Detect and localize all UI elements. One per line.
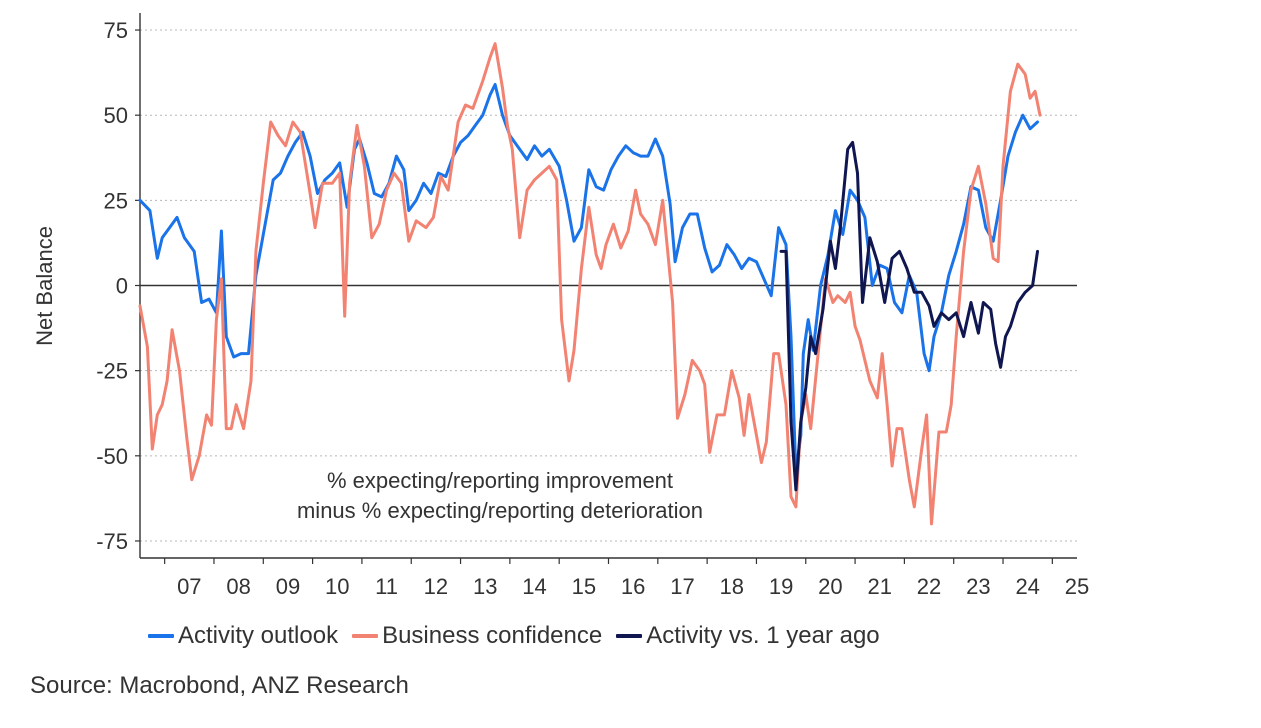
- legend-item-activity-outlook[interactable]: Activity outlook: [148, 622, 338, 650]
- x-tick-label: 24: [1015, 574, 1039, 599]
- y-tick-label: 0: [116, 274, 128, 299]
- y-tick-label: -25: [96, 359, 128, 384]
- legend-label: Business confidence: [382, 622, 603, 649]
- y-axis-title: Net Balance: [32, 226, 57, 346]
- y-tick-label: -75: [96, 529, 128, 554]
- legend: Activity outlook Business confidence Act…: [148, 622, 880, 650]
- x-tick-label: 20: [818, 574, 842, 599]
- x-tick-label: 25: [1065, 574, 1089, 599]
- y-tick-label: 75: [104, 18, 128, 43]
- x-tick-label: 07: [177, 574, 201, 599]
- y-tick-label: 25: [104, 188, 128, 213]
- annotation-line-2: minus % expecting/reporting deterioratio…: [297, 498, 703, 523]
- series-line-activity-vs-1-year-ago: [779, 140, 1039, 492]
- legend-swatch: [148, 634, 174, 638]
- x-tick-label: 13: [473, 574, 497, 599]
- x-tick-label: 18: [720, 574, 744, 599]
- x-tick-label: 15: [572, 574, 596, 599]
- y-axis: 75 50 25 0 -25 -50 -75: [96, 13, 141, 558]
- x-tick-label: 08: [226, 574, 250, 599]
- x-tick-label: 21: [867, 574, 891, 599]
- source-note: Source: Macrobond, ANZ Research: [30, 672, 409, 699]
- legend-swatch: [616, 634, 643, 638]
- chart: 75 50 25 0 -25 -50 -75 07 08 09 10 11 12 13 14 15 16 17 1…: [32, 13, 1089, 599]
- x-tick-label: 12: [424, 574, 448, 599]
- x-tick-label: 09: [276, 574, 300, 599]
- x-tick-label: 16: [621, 574, 645, 599]
- legend-swatch: [352, 634, 379, 638]
- y-tick-label: -50: [96, 444, 128, 469]
- y-tick-label: 50: [104, 103, 128, 128]
- x-axis: 07 08 09 10 11 12 13 14 15 16 17 18 19 20 21 22 23 24 25: [140, 557, 1089, 599]
- series-group: [138, 42, 1042, 526]
- x-tick-label: 10: [325, 574, 349, 599]
- legend-item-business-confidence[interactable]: Business confidence: [352, 622, 602, 650]
- x-tick-label: 19: [769, 574, 793, 599]
- legend-label: Activity outlook: [178, 622, 339, 649]
- x-tick-label: 14: [522, 574, 546, 599]
- series-line-activity-outlook: [138, 83, 1039, 475]
- annotation-line-1: % expecting/reporting improvement: [327, 468, 673, 493]
- x-tick-label: 17: [670, 574, 694, 599]
- x-tick-label: 11: [375, 574, 398, 599]
- legend-item-activity-vs-1-year-ago[interactable]: Activity vs. 1 year ago: [616, 622, 880, 650]
- x-tick-label: 23: [966, 574, 990, 599]
- x-tick-label: 22: [917, 574, 941, 599]
- legend-label: Activity vs. 1 year ago: [646, 622, 880, 649]
- series-line-business-confidence: [138, 42, 1042, 526]
